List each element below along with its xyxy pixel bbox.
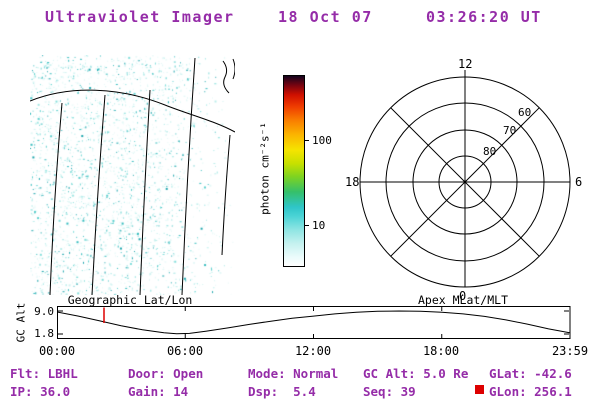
- colorbar-axis-label: photon cm⁻²s⁻¹: [258, 122, 272, 215]
- polar-label-18: 18: [345, 175, 359, 189]
- status-gain: Gain: 14: [128, 384, 189, 399]
- status-door: Door: Open: [128, 366, 204, 381]
- status-dsp: Dsp: 5.4: [248, 384, 316, 399]
- colorbar-tick-10: [304, 225, 309, 226]
- gc-alt-ytick-bottom: 1.8: [34, 327, 54, 340]
- image-panel-title: Geographic Lat/Lon: [67, 293, 193, 307]
- status-indicator: [475, 385, 484, 394]
- polar-panel-title: Apex MLat/MLT: [417, 293, 508, 307]
- xtick-1200: 12:00: [294, 344, 332, 358]
- gc-alt-ytick-top: 9.0: [34, 305, 54, 318]
- xtick-2359: 23:59: [551, 344, 589, 358]
- colorbar-label-10: 10: [312, 219, 326, 232]
- xtick-0000: 00:00: [38, 344, 76, 358]
- polar-ring-label-70: 70: [503, 124, 516, 137]
- header-date: 18 Oct 07: [278, 8, 373, 26]
- polar-label-12: 12: [458, 57, 472, 71]
- colorbar-tick-100: [304, 140, 309, 141]
- polar-ring-label-60: 60: [518, 106, 531, 119]
- status-seq: Seq: 39: [363, 384, 416, 399]
- gc-alt-ylabel: GC Alt: [14, 302, 28, 343]
- gc-alt-chart: [57, 306, 571, 339]
- status-ip: IP: 36.0: [10, 384, 71, 399]
- status-gcalt: GC Alt: 5.0 Re: [363, 366, 469, 381]
- polar-label-0: 0: [459, 289, 466, 302]
- colorbar-label-100: 100: [312, 134, 332, 147]
- status-flt: Flt: LBHL: [10, 366, 78, 381]
- polar-label-6: 6: [575, 175, 582, 189]
- status-glat: GLat: -42.6: [489, 366, 572, 381]
- uv-image-panel: [30, 55, 235, 295]
- status-glon: GLon: 256.1: [489, 384, 572, 399]
- polar-ring-label-80: 80: [483, 145, 496, 158]
- xtick-1800: 18:00: [422, 344, 460, 358]
- header-time: 03:26:20 UT: [426, 8, 542, 26]
- polar-plot: 12 18 6 0 60 70 80: [345, 57, 582, 302]
- colorbar: [283, 75, 305, 267]
- xtick-0600: 06:00: [166, 344, 204, 358]
- gc-alt-curve: [57, 310, 570, 335]
- geo-grid-lines: [30, 57, 235, 295]
- app-title: Ultraviolet Imager: [45, 8, 235, 26]
- status-mode: Mode: Normal: [248, 366, 339, 381]
